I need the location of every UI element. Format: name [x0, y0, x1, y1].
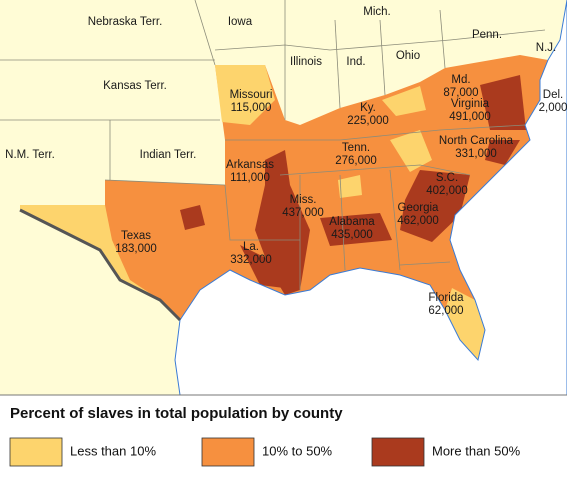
legend-background	[0, 395, 567, 480]
region-name: Texas	[121, 230, 151, 242]
region-name: N.J.	[536, 42, 556, 54]
region-name: Georgia	[398, 202, 440, 214]
region-name: Kansas Terr.	[103, 80, 167, 92]
low-area	[20, 205, 160, 300]
low-area	[215, 65, 275, 125]
legend-swatch	[371, 437, 425, 467]
region-slaves: 276,000	[335, 155, 377, 167]
border	[279, 164, 471, 176]
region-slaves: 87,000	[443, 87, 478, 99]
region-name: Ohio	[396, 50, 420, 62]
region-slaves: 111,000	[230, 172, 270, 184]
region-slaves: 183,000	[115, 243, 157, 255]
map: Nebraska Terr. Iowa Mich. Penn. N.J. Kansas T…	[0, 0, 567, 396]
high-area	[400, 170, 470, 242]
region-slaves: 225,000	[347, 115, 389, 127]
legend-items: Less than 10% 10% to 50% More than 50%	[9, 437, 521, 467]
legend-label: 10% to 50%	[262, 443, 333, 458]
region-name: La.	[243, 241, 259, 253]
region-name: Mich.	[363, 6, 390, 18]
region-slaves: 435,000	[331, 229, 373, 241]
region-name: Nebraska Terr.	[88, 16, 163, 28]
border	[334, 19, 341, 109]
region-name: Indian Terr.	[140, 149, 197, 161]
region-name: S.C.	[436, 172, 458, 184]
border	[439, 9, 446, 69]
high-area	[320, 213, 392, 246]
border	[104, 179, 226, 186]
border	[389, 169, 401, 271]
border	[225, 124, 526, 141]
region-name: North Carolina	[439, 135, 514, 147]
high-area	[480, 75, 526, 130]
region-name: Missouri	[230, 89, 273, 101]
border	[379, 19, 386, 96]
low-area	[382, 86, 426, 116]
region-slaves: 332,000	[230, 254, 272, 266]
low-area	[390, 130, 432, 172]
region-name: Florida	[428, 292, 464, 304]
border	[194, 0, 216, 66]
region-name: Penn.	[472, 29, 502, 41]
region-name: Ky.	[360, 102, 376, 114]
region-slaves: 437,000	[282, 207, 324, 219]
state-borders	[0, 0, 546, 290]
region-slaves: 115,000	[231, 102, 272, 114]
region-slaves: 462,000	[397, 215, 439, 227]
low-areas	[20, 65, 485, 360]
region-name: Arkansas	[226, 159, 274, 171]
region-name: Illinois	[290, 56, 322, 68]
legend: Percent of slaves in total population by…	[0, 394, 567, 480]
region-slaves: 2,000	[539, 102, 567, 114]
region-name: Md.	[451, 74, 470, 86]
border	[399, 261, 451, 266]
legend-label: Less than 10%	[70, 443, 156, 458]
region-name: Alabama	[329, 216, 375, 228]
rio-grande	[19, 208, 182, 322]
region-slaves: 402,000	[426, 185, 468, 197]
region-labels: Nebraska Terr. Iowa Mich. Penn. N.J. Kansas T…	[5, 6, 567, 317]
region-slaves: 331,000	[455, 148, 497, 160]
high-area	[240, 245, 300, 290]
legend-swatch	[9, 437, 63, 467]
high-area	[265, 150, 290, 185]
legend-swatch	[201, 437, 255, 467]
high-area	[485, 140, 520, 165]
low-area	[338, 175, 362, 198]
region-slaves: 491,000	[449, 111, 491, 123]
legend-label: More than 50%	[432, 443, 521, 458]
border	[224, 184, 300, 241]
border	[339, 174, 346, 271]
region-name: Tenn.	[342, 142, 370, 154]
region-name: Virginia	[451, 98, 490, 110]
region-name: N.M. Terr.	[5, 149, 55, 161]
region-name: Ind.	[346, 56, 365, 68]
legend-title: Percent of slaves in total population by…	[10, 405, 343, 422]
region-name: Iowa	[228, 16, 253, 28]
border	[214, 29, 546, 51]
region-name: Del.	[543, 89, 563, 101]
region-name: Miss.	[290, 194, 317, 206]
region-slaves: 62,000	[428, 305, 463, 317]
high-area	[180, 205, 205, 230]
low-area	[445, 288, 485, 360]
